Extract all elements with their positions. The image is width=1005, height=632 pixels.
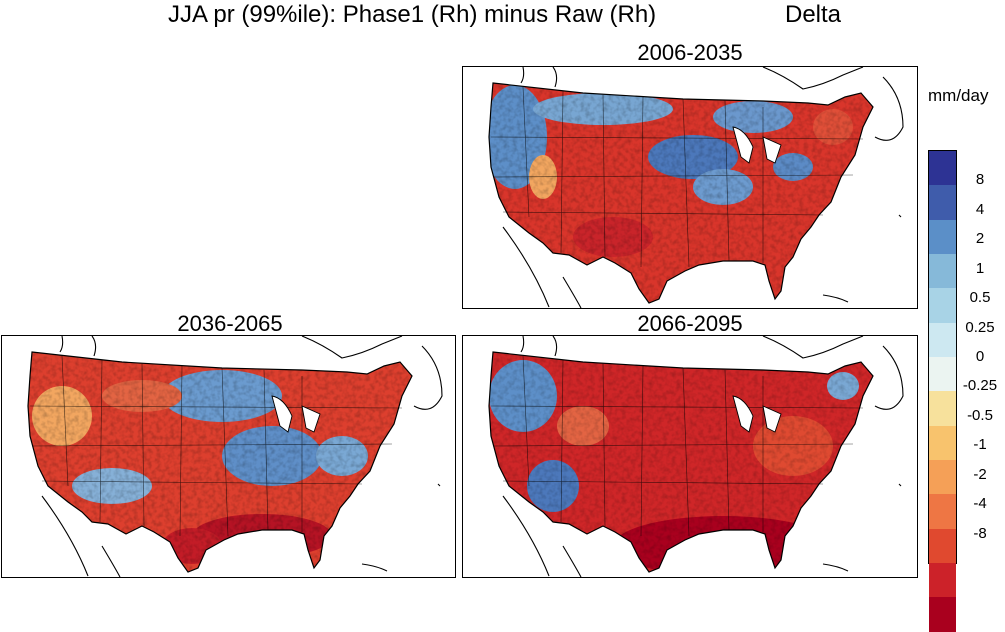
colorbar-swatch (929, 528, 956, 563)
colorbar-tick-label: 1 (975, 259, 985, 277)
panel-2-title: 2036-2065 (177, 311, 283, 336)
colorbar-tick-label: -4 (973, 495, 987, 513)
panel-3-title: 2066-2095 (637, 311, 743, 336)
colorbar-tick-label: 8 (975, 171, 985, 189)
map-panel-2066-2095 (462, 335, 918, 578)
colorbar-swatch (929, 425, 956, 460)
colorbar-tick-label: 0 (975, 348, 985, 365)
colorbar-swatch (929, 185, 956, 220)
colorbar-tick-label: -8 (973, 524, 987, 542)
colorbar-swatch (929, 459, 956, 495)
colorbar-units: mm/day (928, 86, 989, 105)
title-main: JJA pr (99%ile): Phase1 (Rh) minus Raw (… (168, 1, 657, 28)
colorbar-tick-label: 0.5 (969, 289, 991, 307)
map-panel-2036-2065 (1, 335, 456, 578)
colorbar-tick-label: -1 (973, 436, 987, 454)
figure-title: JJA pr (99%ile): Phase1 (Rh) minus Raw (… (0, 0, 1005, 30)
colorbar-swatch (929, 288, 956, 323)
colorbar-swatch (929, 356, 956, 392)
title-right: Delta (785, 1, 842, 28)
colorbar-tick-label: -2 (973, 465, 987, 483)
colorbar-swatch (929, 562, 956, 598)
colorbar-tick-label: 2 (975, 230, 985, 248)
colorbar-tick-label: 4 (975, 200, 985, 218)
colorbar-tick-label: 0.25 (965, 318, 995, 336)
colorbar-swatch (929, 597, 956, 632)
colorbar-swatch (929, 219, 956, 254)
colorbar-swatch (929, 253, 956, 289)
colorbar-swatch (929, 151, 956, 186)
colorbar (928, 150, 957, 632)
panel-1-title: 2006-2035 (637, 40, 743, 65)
colorbar-swatch (929, 391, 956, 426)
colorbar-swatch (929, 322, 956, 357)
colorbar-tick-label: -0.5 (967, 406, 993, 424)
colorbar-tick-label: -0.25 (962, 377, 998, 395)
colorbar-swatch (929, 494, 956, 529)
map-panel-2006-2035 (462, 66, 918, 309)
